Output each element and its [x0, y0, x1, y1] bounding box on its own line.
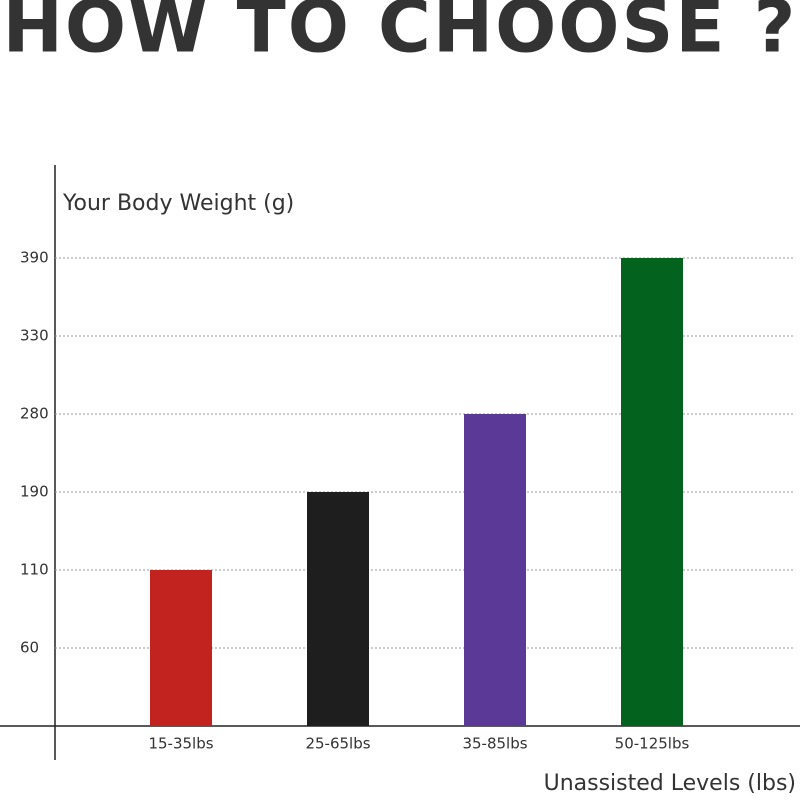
y-tick-label: 60 — [20, 639, 39, 657]
y-axis-label: Your Body Weight (g) — [62, 191, 294, 216]
bar — [307, 492, 369, 726]
x-axis-label: Unassisted Levels (lbs) — [544, 771, 796, 796]
bar — [621, 258, 683, 726]
x-tick-label: 15-35lbs — [148, 735, 213, 753]
y-tick-label: 330 — [20, 327, 49, 345]
bar — [464, 414, 526, 726]
x-tick-label: 25-65lbs — [305, 735, 370, 753]
y-tick-label: 110 — [20, 561, 49, 579]
x-tick-label: 50-125lbs — [615, 735, 690, 753]
chart-title: HOW TO CHOOSE ? — [3, 0, 798, 69]
y-tick-label: 280 — [20, 405, 49, 423]
bar — [150, 570, 212, 726]
y-tick-label: 190 — [20, 483, 49, 501]
y-tick-label: 390 — [20, 249, 49, 267]
x-tick-label: 35-85lbs — [462, 735, 527, 753]
